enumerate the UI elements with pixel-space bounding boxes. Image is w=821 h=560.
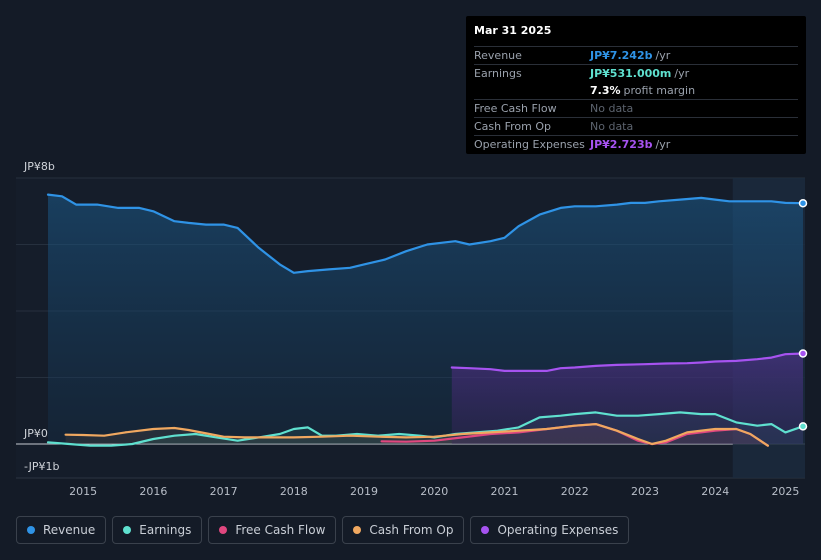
revenue-line bbox=[46, 193, 805, 274]
tooltip-value: JP¥2.723b bbox=[590, 138, 653, 151]
x-tick-label: 2018 bbox=[279, 485, 308, 498]
x-tick-label: 2016 bbox=[139, 485, 168, 498]
revenue-endpoint bbox=[798, 198, 808, 208]
tooltip-unit: /yr bbox=[655, 49, 671, 62]
operating-expenses-endpoint bbox=[798, 349, 808, 358]
y-axis-zero-label: JP¥0 bbox=[24, 427, 48, 440]
legend-label: Revenue bbox=[43, 523, 96, 537]
legend-dot-icon bbox=[481, 526, 490, 534]
y-axis-neg-label: -JP¥1b bbox=[24, 460, 60, 473]
x-tick-label: 2019 bbox=[350, 485, 379, 498]
tooltip-value: JP¥531.000m bbox=[590, 67, 672, 80]
operating-expenses-line bbox=[450, 352, 805, 372]
tooltip-row-margin: 7.3% profit margin bbox=[474, 82, 798, 100]
tooltip-row-fcf: Free Cash Flow No data bbox=[474, 100, 798, 118]
x-tick-label: 2024 bbox=[701, 485, 730, 498]
tooltip-row-opex: Operating Expenses JP¥2.723b /yr bbox=[474, 136, 798, 153]
legend: Revenue Earnings Free Cash Flow Cash Fro… bbox=[16, 516, 630, 544]
data-tooltip: Mar 31 2025 Revenue JP¥7.242b /yr Earnin… bbox=[466, 16, 806, 154]
legend-item-revenue[interactable]: Revenue bbox=[16, 516, 107, 544]
tooltip-row-earnings: Earnings JP¥531.000m /yr bbox=[474, 65, 798, 82]
series-areas bbox=[48, 194, 803, 446]
tooltip-margin-value: 7.3% bbox=[590, 84, 621, 97]
legend-dot-icon bbox=[219, 526, 228, 534]
tooltip-margin-text: profit margin bbox=[623, 84, 696, 97]
tooltip-label: Revenue bbox=[474, 49, 522, 62]
x-tick-label: 2017 bbox=[209, 485, 238, 498]
x-tick-label: 2021 bbox=[490, 485, 519, 498]
tooltip-label: Cash From Op bbox=[474, 120, 552, 133]
x-tick-label: 2025 bbox=[771, 485, 800, 498]
cash-from-op-line bbox=[64, 423, 769, 447]
tooltip-nodata: No data bbox=[590, 102, 634, 115]
earnings-endpoint bbox=[798, 422, 808, 431]
tooltip-unit: /yr bbox=[674, 67, 690, 80]
legend-label: Cash From Op bbox=[369, 523, 454, 537]
legend-item-cash-from-op[interactable]: Cash From Op bbox=[342, 516, 465, 544]
tooltip-row-cfo: Cash From Op No data bbox=[474, 118, 798, 136]
legend-dot-icon bbox=[123, 526, 132, 534]
tooltip-label: Earnings bbox=[474, 67, 522, 80]
tooltip-row-revenue: Revenue JP¥7.242b /yr bbox=[474, 47, 798, 65]
series-lines bbox=[46, 193, 805, 447]
tooltip-value: JP¥7.242b bbox=[590, 49, 653, 62]
legend-label: Free Cash Flow bbox=[235, 523, 326, 537]
legend-dot-icon bbox=[353, 526, 362, 534]
x-tick-label: 2015 bbox=[69, 485, 98, 498]
legend-item-earnings[interactable]: Earnings bbox=[112, 516, 203, 544]
tooltip-nodata: No data bbox=[590, 120, 634, 133]
tooltip-date: Mar 31 2025 bbox=[474, 22, 798, 47]
x-tick-label: 2020 bbox=[420, 485, 449, 498]
legend-label: Earnings bbox=[139, 523, 192, 537]
tooltip-unit: /yr bbox=[655, 138, 671, 151]
legend-label: Operating Expenses bbox=[497, 523, 619, 537]
tooltip-label: Free Cash Flow bbox=[474, 102, 557, 115]
legend-item-free-cash-flow[interactable]: Free Cash Flow bbox=[208, 516, 337, 544]
legend-dot-icon bbox=[27, 526, 35, 534]
series-endpoints bbox=[798, 198, 808, 431]
operating-expenses-area bbox=[451, 353, 803, 444]
x-tick-label: 2023 bbox=[630, 485, 659, 498]
y-axis-top-label: JP¥8b bbox=[24, 160, 55, 173]
tooltip-label: Operating Expenses bbox=[474, 138, 585, 151]
legend-item-operating-expenses[interactable]: Operating Expenses bbox=[470, 516, 630, 544]
x-tick-label: 2022 bbox=[560, 485, 589, 498]
